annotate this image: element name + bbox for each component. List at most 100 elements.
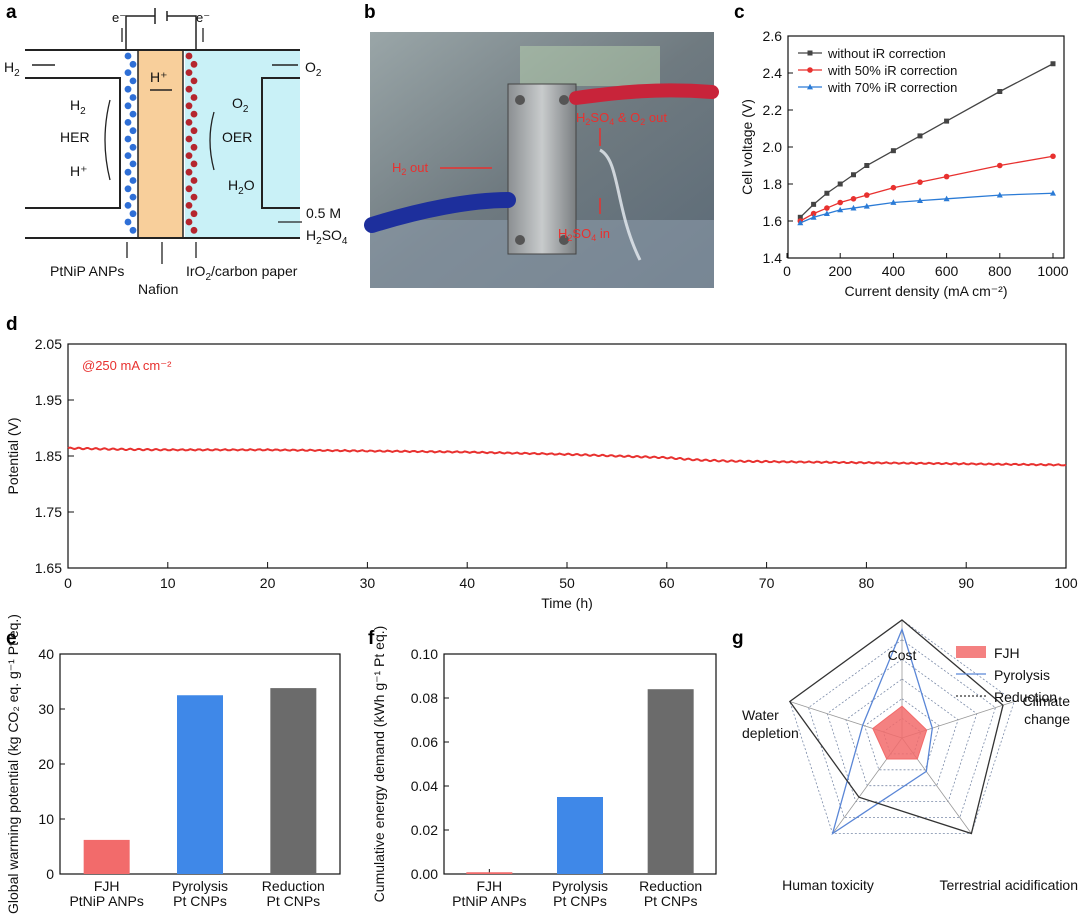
panel-d-annotation: @250 mA cm⁻² (82, 358, 172, 373)
iro2-particle (190, 77, 198, 85)
c-point (890, 148, 896, 154)
c-series-line (800, 192, 1054, 224)
ptnip-particle (129, 143, 137, 151)
g-legend-label: Reduction (994, 689, 1057, 705)
g-axis-label: Water (742, 707, 779, 723)
c-point (810, 214, 817, 220)
panel-d-frame (67, 343, 1067, 569)
panel-g-letter: g (732, 628, 744, 649)
cell-bolt (559, 95, 569, 105)
c-point (1050, 153, 1056, 160)
g-axis-label: Climate (1023, 693, 1071, 709)
e-ytick-label: 10 (38, 811, 54, 827)
photo-tubing-bg (520, 46, 660, 86)
panel-a-letter: a (6, 2, 17, 23)
blue-cable (364, 192, 516, 233)
panel-d-ylabel: Potential (V) (5, 417, 21, 494)
iro2-particle (190, 226, 198, 234)
d-xtick-label: 10 (160, 575, 176, 591)
o2-inner-label: O2 (232, 95, 249, 115)
f-xtick-label: Reduction (639, 878, 702, 894)
c-xtick-label: 800 (988, 263, 1012, 279)
g-grid-ring (808, 639, 996, 818)
c-point (864, 192, 870, 198)
iro2-particle (185, 135, 193, 143)
d-xtick-label: 90 (958, 575, 974, 591)
c-point (917, 179, 923, 185)
c-legend-label: with 50% iR correction (827, 63, 957, 78)
d-xtick-label: 70 (759, 575, 775, 591)
ptnip-particle (124, 102, 132, 110)
c-point (890, 184, 897, 191)
iro2-particle (185, 202, 193, 209)
nafion-label: Nafion (138, 281, 178, 297)
iro2-particle (185, 102, 193, 110)
c-point (944, 118, 950, 124)
f-ytick-label: 0.06 (411, 734, 438, 750)
d-xtick-label: 60 (659, 575, 675, 591)
c-legend-label: without iR correction (827, 46, 946, 61)
c-point (850, 204, 857, 211)
e-bar (83, 839, 130, 874)
acid-in-label: H2SO4 in (558, 226, 610, 243)
e-bar (177, 695, 223, 874)
f-ytick-label: 0.10 (411, 646, 438, 662)
c-xtick-label: 1000 (1037, 263, 1068, 279)
panel-f-ylabel: Cumulative energy demand (kWh g⁻¹ Pt eq.… (371, 626, 387, 903)
iro2-particle (185, 152, 193, 160)
iro2-particle (190, 127, 198, 135)
d-ytick-label: 2.05 (35, 336, 62, 352)
cell-bolt (515, 95, 525, 105)
d-xtick-label: 30 (360, 575, 376, 591)
c-legend-marker (807, 83, 813, 90)
f-xtick-label: Pt CNPs (644, 893, 698, 909)
electrolyte-formula-label: H2SO4 (306, 227, 348, 247)
cell-bolt (515, 235, 525, 245)
iro2-particle (185, 52, 193, 60)
c-xtick-label: 400 (882, 263, 906, 279)
iro2-particle (190, 210, 198, 218)
f-xtick-label: PtNiP ANPs (452, 893, 526, 909)
hplus-inner-label: H⁺ (70, 163, 88, 179)
ptnip-particle (129, 193, 137, 201)
c-legend-marker (807, 67, 813, 73)
panel-e-plot (83, 688, 317, 874)
oer-arrow (209, 111, 215, 171)
c-point (797, 219, 804, 226)
oer-label: OER (222, 129, 252, 145)
f-bar (557, 797, 603, 874)
c-point (917, 133, 923, 139)
c-xtick-label: 200 (829, 263, 853, 279)
g-grid-ring (864, 698, 940, 771)
g-series-pyrolysis (831, 627, 933, 836)
g-grid-ring (826, 658, 978, 802)
ptnip-catalyst-layer (124, 52, 137, 234)
ptnip-particle (124, 152, 132, 160)
cell-walls (25, 49, 300, 239)
panel-c-letter: c (734, 2, 745, 23)
iro2-particle (190, 177, 198, 184)
ptnip-particle (129, 177, 137, 184)
ptnip-particle (129, 77, 137, 85)
c-ytick-label: 2.6 (763, 28, 783, 44)
iro2-particle (190, 193, 198, 201)
e-xtick-label: Pt CNPs (266, 893, 320, 909)
c-point (797, 214, 803, 220)
ptnip-label: PtNiP ANPs (50, 263, 124, 279)
c-ytick-label: 1.8 (763, 176, 783, 192)
c-ytick-label: 1.6 (763, 213, 783, 229)
f-xtick-label: FJH (476, 878, 502, 894)
e-xtick-label: FJH (94, 878, 120, 894)
panel-d-xlabel: Time (h) (541, 595, 593, 611)
d-xtick-label: 40 (459, 575, 475, 591)
panel-e-letter: e (6, 628, 17, 649)
c-point (810, 210, 817, 217)
g-axis-label: change (1024, 711, 1070, 727)
iro2-particle (190, 110, 198, 118)
iro2-particle (185, 85, 193, 93)
c-ytick-label: 2.4 (763, 65, 783, 81)
g-axis-label: depletion (742, 725, 799, 741)
nafion-membrane (137, 49, 184, 239)
f-bar (466, 872, 513, 874)
h2-out-label: H2 out (392, 160, 428, 177)
